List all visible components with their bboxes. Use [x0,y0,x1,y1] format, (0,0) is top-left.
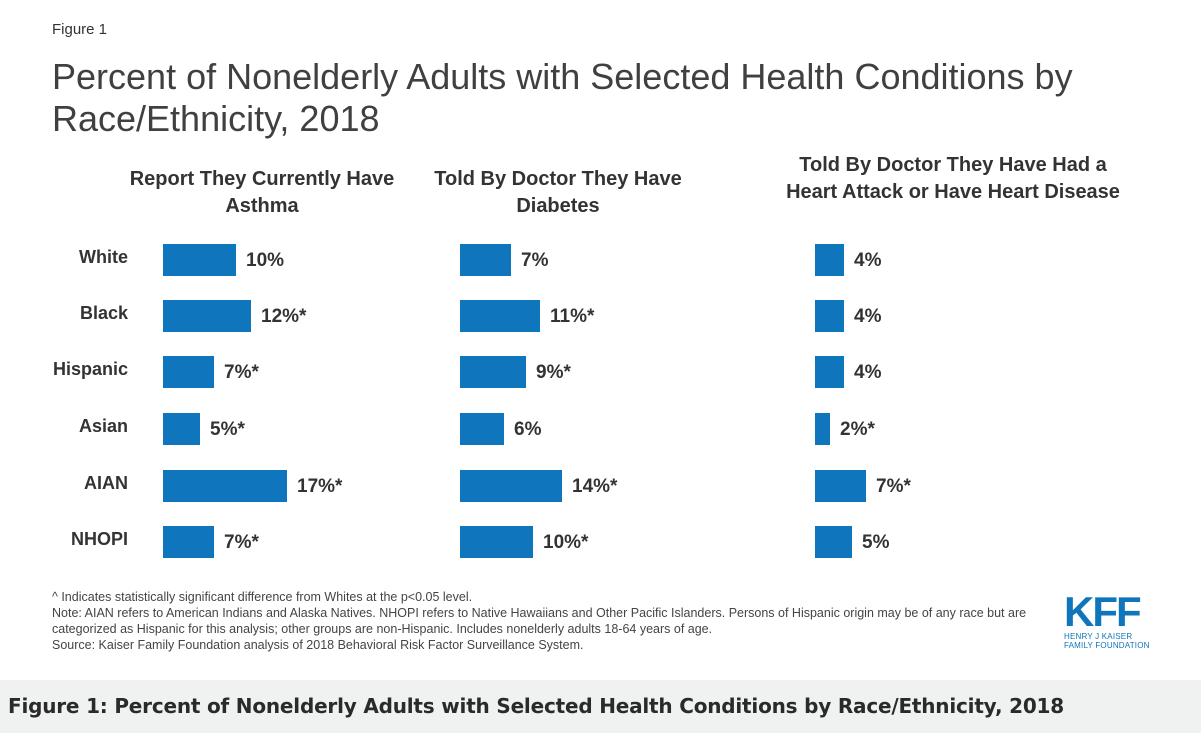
figure-label: Figure 1 [52,21,108,38]
value-label-1-asian: 5%* [210,419,245,440]
logo-mark: KFF [1064,588,1142,635]
category-label-asian: Asian [78,416,128,436]
bar-2-white [460,244,511,276]
significance-note: ^ Indicates statistically significant di… [52,590,473,604]
value-label-2-black: 11%* [550,306,595,327]
value-label-3-asian: 2%* [840,419,875,440]
panel-title-2: Told By Doctor They Have Diabetes [434,168,682,217]
bar-3-aian [815,470,866,502]
bar-2-hispanic [460,356,526,388]
bar-2-aian [460,470,562,502]
bar-1-black [163,300,251,332]
value-label-3-white: 4% [854,250,882,271]
bar-2-nhopi [460,526,533,558]
bar-3-hispanic [815,356,844,388]
caption-bar: Figure 1: Percent of Nonelderly Adults w… [0,680,1201,733]
bar-1-white [163,244,236,276]
value-label-1-hispanic: 7%* [224,362,259,383]
category-label-white: White [79,247,128,267]
value-label-1-black: 12%* [261,306,307,327]
value-label-2-hispanic: 9%* [536,362,571,383]
notes: ^ Indicates statistically significant di… [52,589,1042,653]
value-label-3-nhopi: 5% [862,532,890,553]
logo-line-2: FAMILY FOUNDATION [1064,641,1150,650]
kff-logo: KFF HENRY J KAISER FAMILY FOUNDATION [1064,588,1156,651]
value-label-1-nhopi: 7%* [224,532,259,553]
chart-title: Percent of Nonelderly Adults with Select… [52,56,1073,139]
value-label-2-aian: 14%* [572,476,618,497]
category-label-black: Black [79,303,128,323]
definitions-note: Note: AIAN refers to American Indians an… [52,606,1027,636]
bar-1-asian [163,413,200,445]
bar-1-aian [163,470,287,502]
source-note: Source: Kaiser Family Foundation analysi… [52,638,584,652]
figure-caption: Figure 1: Percent of Nonelderly Adults w… [8,694,1064,718]
value-label-3-hispanic: 4% [854,362,882,383]
value-label-2-nhopi: 10%* [543,532,589,553]
logo-line-1: HENRY J KAISER [1064,632,1133,641]
bar-3-asian [815,413,830,445]
value-label-2-white: 7% [521,250,549,271]
value-label-3-aian: 7%* [876,476,911,497]
panel-title-3: Told By Doctor They Have Had a Heart Att… [786,154,1120,203]
panel-title-1: Report They Currently Have Asthma [129,168,395,217]
bar-3-nhopi [815,526,852,558]
value-label-3-black: 4% [854,306,882,327]
category-label-nhopi: NHOPI [70,529,128,549]
bar-2-asian [460,413,504,445]
value-label-1-white: 10% [246,250,285,271]
bar-1-hispanic [163,356,214,388]
category-label-aian: AIAN [84,473,128,493]
bar-3-white [815,244,844,276]
bar-3-black [815,300,844,332]
value-label-1-aian: 17%* [297,476,343,497]
bar-1-nhopi [163,526,214,558]
category-label-hispanic: Hispanic [52,359,128,379]
value-label-2-asian: 6% [514,419,542,440]
bar-2-black [460,300,540,332]
